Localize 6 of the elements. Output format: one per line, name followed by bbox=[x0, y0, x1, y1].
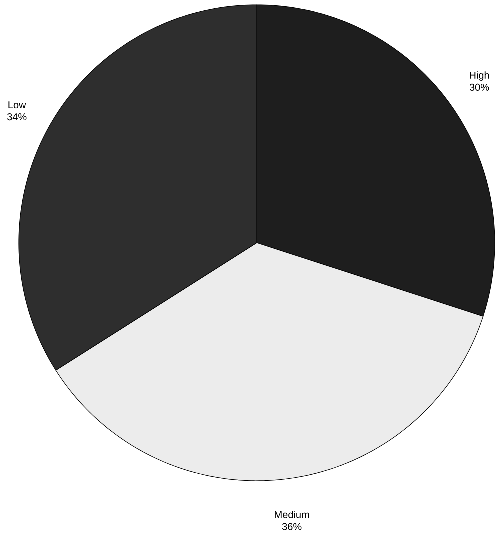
data-label: 34% bbox=[7, 114, 27, 121]
data-label: 36% bbox=[282, 523, 302, 530]
slice-label: High bbox=[470, 72, 490, 81]
slice-label: Low bbox=[8, 102, 26, 109]
data-label: 30% bbox=[470, 84, 490, 91]
slice-label: Medium bbox=[275, 511, 310, 518]
